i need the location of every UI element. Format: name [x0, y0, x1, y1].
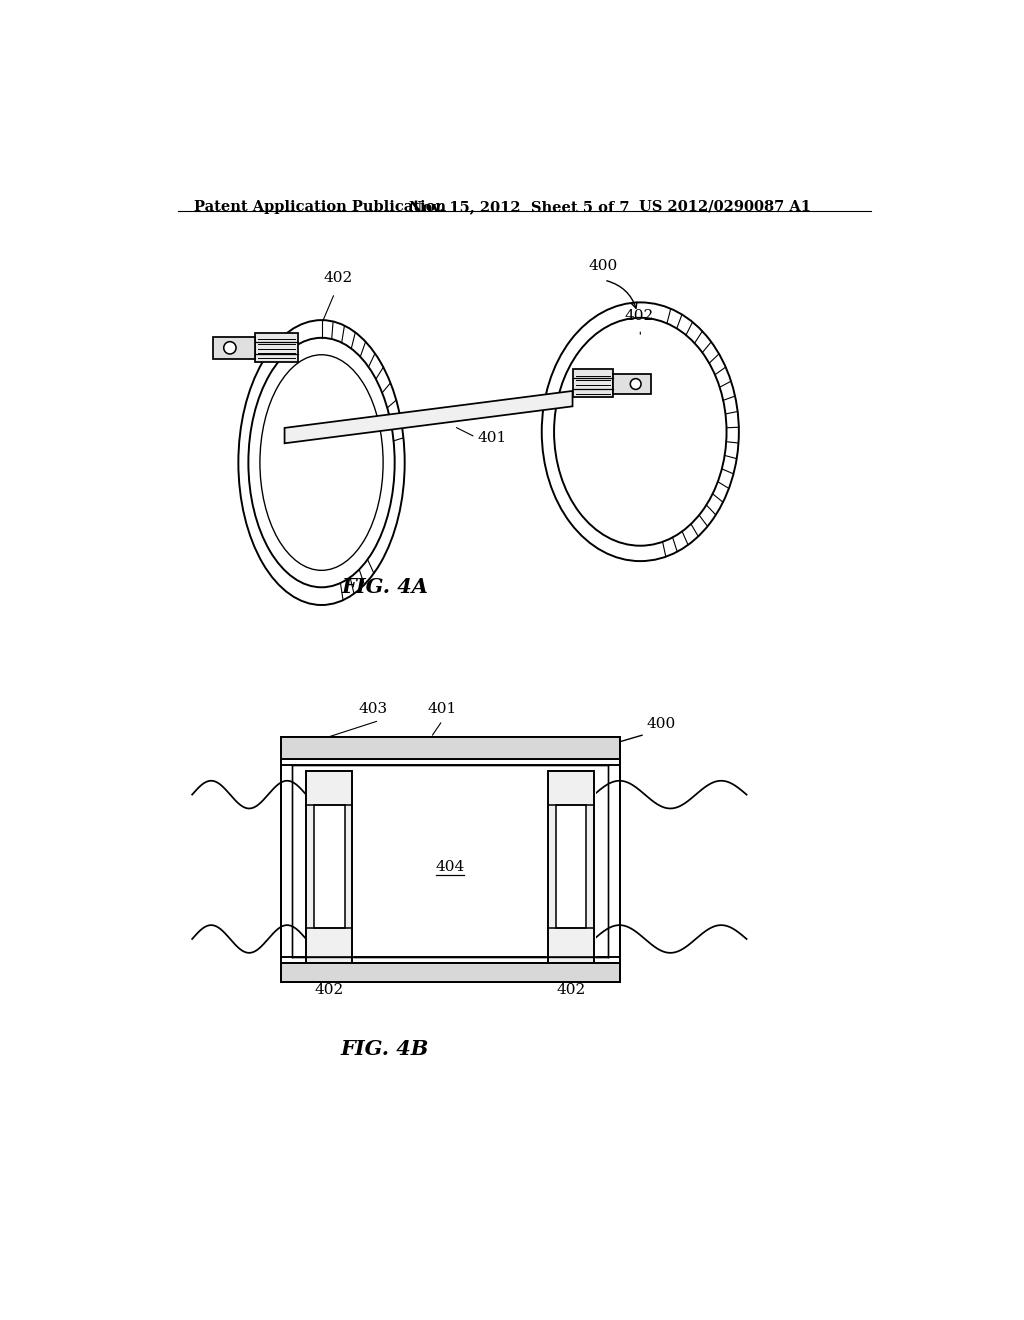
Polygon shape — [281, 738, 620, 759]
Polygon shape — [313, 805, 345, 928]
Polygon shape — [313, 805, 345, 928]
Text: FIG. 4B: FIG. 4B — [340, 1039, 429, 1060]
Polygon shape — [281, 964, 620, 982]
Polygon shape — [556, 805, 587, 928]
Polygon shape — [556, 805, 587, 928]
Polygon shape — [255, 333, 298, 363]
Polygon shape — [572, 370, 612, 397]
Circle shape — [223, 342, 237, 354]
Text: FIG. 4A: FIG. 4A — [341, 577, 428, 598]
Polygon shape — [285, 391, 572, 444]
Polygon shape — [547, 767, 596, 966]
Text: 400: 400 — [646, 717, 676, 731]
Polygon shape — [281, 738, 620, 759]
Text: Patent Application Publication: Patent Application Publication — [194, 199, 445, 214]
Text: 402: 402 — [556, 983, 586, 997]
Text: 403: 403 — [358, 702, 388, 715]
Text: 404: 404 — [435, 859, 465, 874]
Text: 402: 402 — [625, 309, 653, 323]
Polygon shape — [306, 771, 352, 964]
Circle shape — [631, 379, 641, 389]
Polygon shape — [548, 771, 594, 964]
Text: 402: 402 — [314, 983, 344, 997]
Polygon shape — [612, 374, 651, 395]
Text: 402: 402 — [324, 271, 353, 285]
Polygon shape — [304, 767, 354, 966]
Text: 400: 400 — [589, 259, 617, 273]
Polygon shape — [213, 337, 255, 359]
Text: 401: 401 — [428, 702, 457, 715]
Text: 401: 401 — [477, 430, 506, 445]
Text: US 2012/0290087 A1: US 2012/0290087 A1 — [639, 199, 811, 214]
Text: Nov. 15, 2012  Sheet 5 of 7: Nov. 15, 2012 Sheet 5 of 7 — [410, 199, 630, 214]
Polygon shape — [548, 771, 594, 964]
Polygon shape — [306, 771, 352, 964]
Polygon shape — [281, 964, 620, 982]
